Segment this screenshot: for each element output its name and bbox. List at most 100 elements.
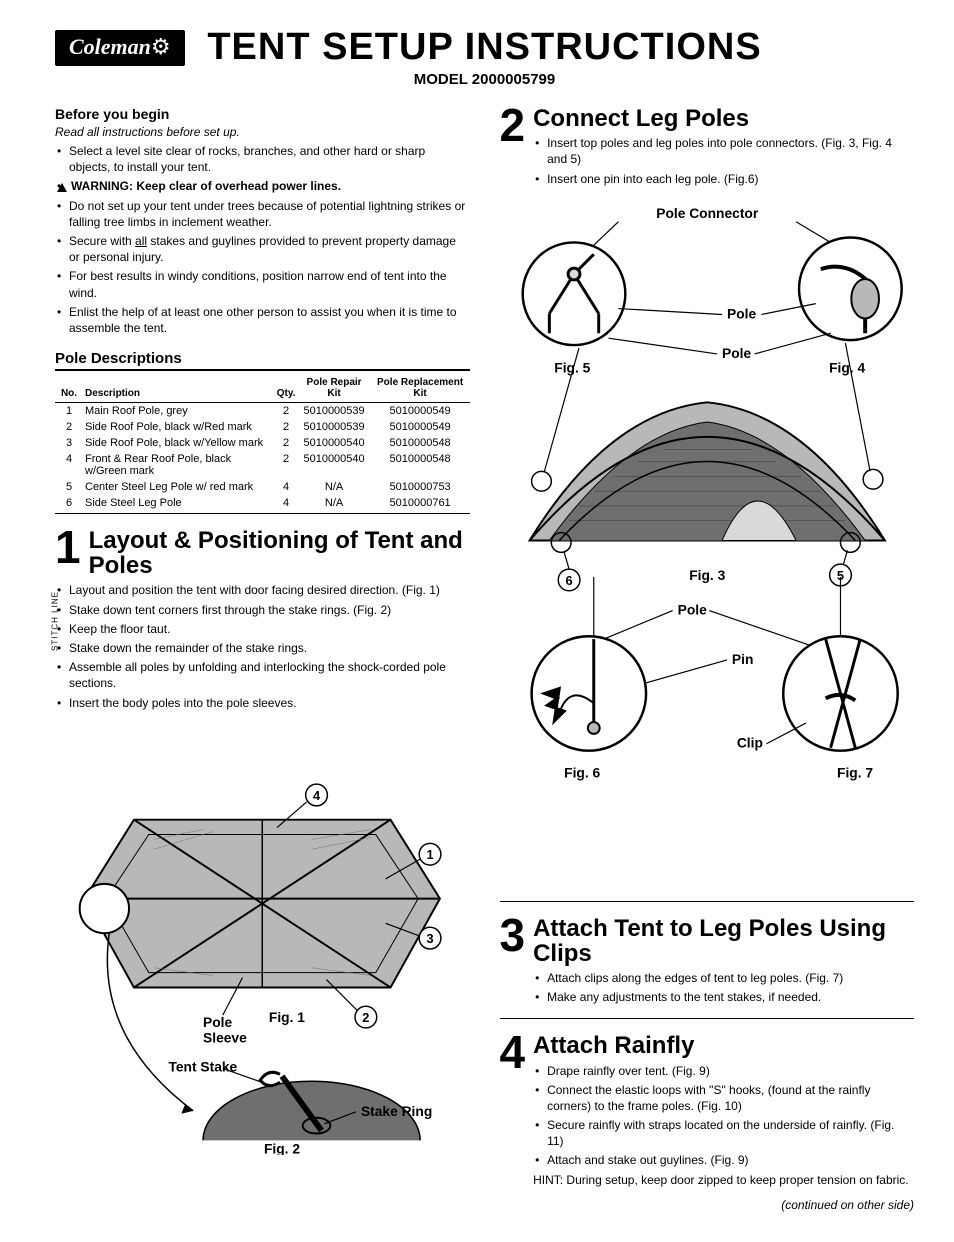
table-cell: 2 [275,451,298,479]
table-cell: 4 [55,451,83,479]
step2-title: Connect Leg Poles [533,106,914,131]
before-bullet: Enlist the help of at least one other pe… [57,304,470,336]
bullet-item: Secure rainfly with straps located on th… [535,1117,914,1149]
table-cell: 5010000539 [297,403,370,420]
table-cell: Main Roof Pole, grey [83,403,275,420]
header: Coleman⚙ TENT SETUP INSTRUCTIONS MODEL 2… [55,30,914,88]
table-cell: Front & Rear Roof Pole, black w/Green ma… [83,451,275,479]
table-row: 3Side Roof Pole, black w/Yellow mark2501… [55,435,470,451]
bullet-item: Stake down the remainder of the stake ri… [57,640,470,656]
read-all-note: Read all instructions before set up. [55,125,470,139]
table-cell: 5010000753 [371,479,470,495]
col-repair: Pole Repair Kit [297,374,370,403]
table-cell: 2 [275,419,298,435]
model-number: MODEL 2000005799 [55,71,914,88]
table-cell: 5010000539 [297,419,370,435]
step1-bullets: Layout and position the tent with door f… [55,582,470,710]
bullet-item: Insert the body poles into the pole slee… [57,695,470,711]
pole-descriptions: Pole Descriptions No. Description Qty. P… [55,350,470,514]
step2-number: 2 [500,106,526,145]
table-cell: 1 [55,403,83,420]
table-cell: 5010000540 [297,451,370,479]
table-cell: 2 [55,419,83,435]
callout-2: 2 [362,1010,369,1025]
figure-1-2-svg: 4 1 3 2 Pole Sleeve Fig. 1 [55,721,470,1155]
tent-stake-label: Tent Stake [168,1058,237,1074]
step4-number: 4 [500,1033,526,1072]
figure-3-7-area: Pole Connector [500,200,915,891]
fig6-label: Fig. 6 [564,764,600,780]
bullet-item: Assemble all poles by unfolding and inte… [57,659,470,691]
before-heading: Before you begin [55,106,470,122]
table-row: 2Side Roof Pole, black w/Red mark2501000… [55,419,470,435]
before-bullet: Do not set up your tent under trees beca… [57,198,470,230]
table-row: 4Front & Rear Roof Pole, black w/Green m… [55,451,470,479]
continued-note: (continued on other side) [500,1198,915,1212]
figure-3-7-svg: Pole Connector [500,200,915,891]
right-column: 2 Connect Leg Poles Insert top poles and… [500,106,915,1212]
before-bullet: Select a level site clear of rocks, bran… [57,143,470,175]
step3-bullets: Attach clips along the edges of tent to … [533,970,914,1005]
clip-label: Clip [736,734,762,750]
before-bullet: Secure with all stakes and guylines prov… [57,233,470,265]
table-row: 6Side Steel Leg Pole4N/A5010000761 [55,495,470,514]
before-warning: WARNING: Keep clear of overhead power li… [57,178,470,194]
fig2-label: Fig. 2 [264,1140,300,1155]
pole-table: No. Description Qty. Pole Repair Kit Pol… [55,374,470,514]
table-cell: Center Steel Leg Pole w/ red mark [83,479,275,495]
bullet-item: Insert top poles and leg poles into pole… [535,135,914,167]
bullet-item: Keep the floor taut. [57,621,470,637]
bullet-item: Make any adjustments to the tent stakes,… [535,989,914,1005]
divider [500,901,915,902]
fig4-label: Fig. 4 [829,359,865,375]
callout-3: 3 [426,931,433,946]
table-cell: 5010000549 [371,419,470,435]
table-row: 1Main Roof Pole, grey2501000053950100005… [55,403,470,420]
step4-hint: HINT: During setup, keep door zipped to … [533,1172,914,1188]
pole-label-1: Pole [726,305,755,321]
step-4: 4 Attach Rainfly Drape rainfly over tent… [500,1033,915,1188]
col-replace: Pole Replacement Kit [371,374,470,403]
table-cell: 5010000548 [371,451,470,479]
table-cell: 4 [275,495,298,514]
before-bullets: Select a level site clear of rocks, bran… [55,143,470,336]
bullet-item: Attach clips along the edges of tent to … [535,970,914,986]
table-cell: 5 [55,479,83,495]
callout-4: 4 [313,788,321,803]
table-cell: 5010000761 [371,495,470,514]
table-row: 5Center Steel Leg Pole w/ red mark4N/A50… [55,479,470,495]
table-cell: N/A [297,495,370,514]
table-cell: Side Roof Pole, black w/Yellow mark [83,435,275,451]
step1-title: Layout & Positioning of Tent and Poles [89,528,470,578]
bullet-item: Attach and stake out guylines. (Fig. 9) [535,1152,914,1168]
col-qty: Qty. [275,374,298,403]
pole-sleeve-label: Pole [203,1014,232,1030]
table-cell: 5010000548 [371,435,470,451]
callout-1: 1 [426,847,433,862]
before-bullet: For best results in windy conditions, po… [57,268,470,300]
stake-ring-label: Stake Ring [361,1103,432,1119]
svg-text:6: 6 [565,573,572,588]
pin-label: Pin [731,651,752,667]
warning-text: WARNING: Keep clear of overhead power li… [71,179,341,193]
table-cell: 4 [275,479,298,495]
step4-title: Attach Rainfly [533,1033,914,1058]
fig7-label: Fig. 7 [837,764,873,780]
figure-1-2-area: 4 1 3 2 Pole Sleeve Fig. 1 [55,721,470,1155]
divider [500,1018,915,1019]
bullet-item: Connect the elastic loops with "S" hooks… [535,1082,914,1114]
step-2: 2 Connect Leg Poles Insert top poles and… [500,106,915,891]
step3-title: Attach Tent to Leg Poles Using Clips [533,916,914,966]
step1-number: 1 [55,528,81,567]
brand-text: Coleman [69,34,151,59]
brand-logo: Coleman⚙ [55,30,185,66]
step3-number: 3 [500,916,526,955]
pole-connector-label: Pole Connector [656,205,759,221]
table-cell: Side Steel Leg Pole [83,495,275,514]
step-1: 1 Layout & Positioning of Tent and Poles… [55,528,470,1155]
pole-sleeve-label2: Sleeve [203,1029,247,1045]
step4-bullets: Drape rainfly over tent. (Fig. 9)Connect… [533,1063,914,1169]
table-cell: 5010000540 [297,435,370,451]
fig3-label: Fig. 3 [689,567,725,583]
table-cell: 3 [55,435,83,451]
